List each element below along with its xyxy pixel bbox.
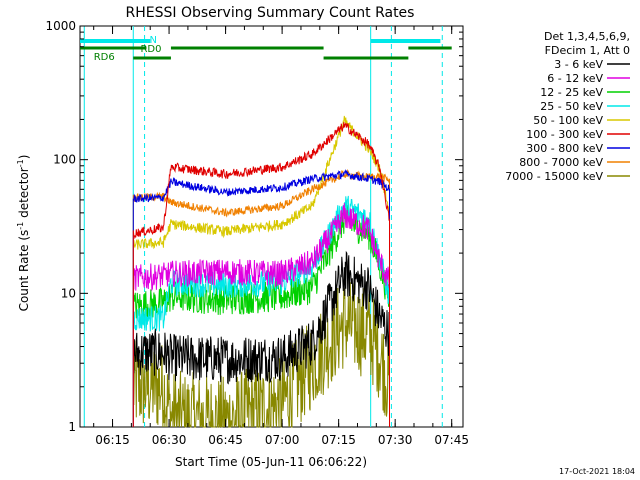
series-line bbox=[132, 203, 390, 427]
timestamp: 17-Oct-2021 18:04 bbox=[559, 467, 635, 476]
legend-label: 7000 - 15000 keV bbox=[505, 170, 603, 183]
y-axis-label-close: ) bbox=[17, 155, 31, 160]
y-tick-label: 10 bbox=[61, 286, 76, 300]
axis-layer: 1 10 100 1000 06:15 06:30 06:45 07:00 07:15 07:30… bbox=[45, 19, 469, 447]
x-tick-label: 06:30 bbox=[152, 433, 187, 447]
y-axis-label-sup2: -1 bbox=[16, 159, 25, 167]
y-tick-label: 100 bbox=[53, 153, 76, 167]
x-tick-label: 07:45 bbox=[434, 433, 469, 447]
series-line bbox=[132, 122, 390, 427]
legend-label: 3 - 6 keV bbox=[554, 58, 603, 71]
y-axis-label: Count Rate (s-1 detector-1) bbox=[16, 155, 31, 312]
legend: Det 1,3,4,5,6,9, FDecim 1, Att 0 3 - 6 k… bbox=[505, 30, 630, 183]
series-line bbox=[132, 169, 390, 427]
x-tick-label: 06:15 bbox=[95, 433, 130, 447]
legend-label: 100 - 300 keV bbox=[526, 128, 603, 141]
x-tick-label: 07:00 bbox=[265, 433, 300, 447]
y-tick-label: 1 bbox=[68, 420, 76, 434]
legend-label: 25 - 50 keV bbox=[540, 100, 603, 113]
legend-title-line-2: FDecim 1, Att 0 bbox=[545, 44, 630, 57]
series-line bbox=[132, 250, 390, 427]
legend-label: 800 - 7000 keV bbox=[519, 156, 603, 169]
y-axis-label-main: Count Rate (s bbox=[17, 230, 31, 312]
chart-title: RHESSI Observing Summary Count Rates bbox=[126, 5, 415, 21]
x-axis-label: Start Time (05-Jun-11 06:06:22) bbox=[175, 455, 367, 469]
status-label-rd6: RD6 bbox=[94, 52, 115, 63]
legend-label: 50 - 100 keV bbox=[533, 114, 603, 127]
legend-title-line-1: Det 1,3,4,5,6,9, bbox=[544, 30, 630, 43]
series-line bbox=[132, 195, 390, 427]
plot-frame bbox=[79, 25, 464, 428]
status-label-rd0: RD0 bbox=[140, 44, 161, 55]
y-axis-label-sup1: -1 bbox=[16, 222, 25, 230]
y-tick-label: 1000 bbox=[45, 19, 76, 33]
series-line bbox=[132, 115, 390, 427]
y-axis-label-mid: detector bbox=[17, 167, 31, 222]
legend-label: 300 - 800 keV bbox=[526, 142, 603, 155]
legend-label: 12 - 25 keV bbox=[540, 86, 603, 99]
legend-label: 6 - 12 keV bbox=[547, 72, 603, 85]
series-line bbox=[132, 282, 390, 428]
x-tick-label: 06:45 bbox=[208, 433, 243, 447]
x-tick-label: 07:15 bbox=[321, 433, 356, 447]
x-tick-label: 07:30 bbox=[378, 433, 413, 447]
status-label-n: N bbox=[149, 35, 156, 46]
